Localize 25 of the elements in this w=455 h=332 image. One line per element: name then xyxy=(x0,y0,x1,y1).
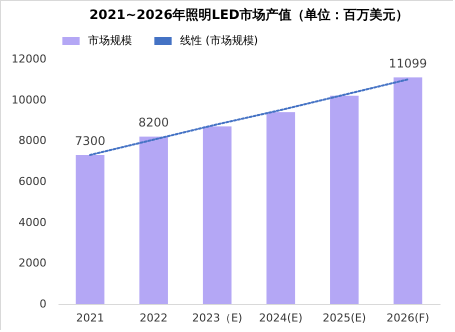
data-label: 7300 xyxy=(74,134,106,148)
x-tick-label: 2021 xyxy=(76,312,104,324)
x-tick-label: 2025(E) xyxy=(322,312,366,324)
data-label: 11099 xyxy=(388,56,427,70)
x-tick-label: 2026(F) xyxy=(386,312,430,324)
x-tick-label: 2022 xyxy=(140,312,168,324)
y-tick-label: 10000 xyxy=(12,93,46,106)
chart-title: 2021~2026年照明LED市场产值（单位：百万美元） xyxy=(89,7,409,23)
x-tick-label: 2024(E) xyxy=(259,312,303,324)
x-tick-label: 2023（E) xyxy=(192,312,242,324)
data-label: 8200 xyxy=(138,116,169,130)
y-tick-label: 6000 xyxy=(18,175,46,188)
y-tick-label: 4000 xyxy=(18,216,46,229)
bar xyxy=(394,77,422,304)
legend-label: 市场规模 xyxy=(88,34,132,47)
y-tick-label: 12000 xyxy=(12,52,46,66)
bar xyxy=(266,112,296,304)
bar xyxy=(202,126,232,304)
y-tick-label: 2000 xyxy=(18,256,46,270)
bar xyxy=(330,96,359,304)
y-tick-label: 0 xyxy=(40,298,46,310)
legend-label: 线性 (市场规模) xyxy=(180,34,258,47)
bar xyxy=(76,154,104,304)
bar xyxy=(139,136,168,304)
y-tick-label: 8000 xyxy=(18,134,46,148)
